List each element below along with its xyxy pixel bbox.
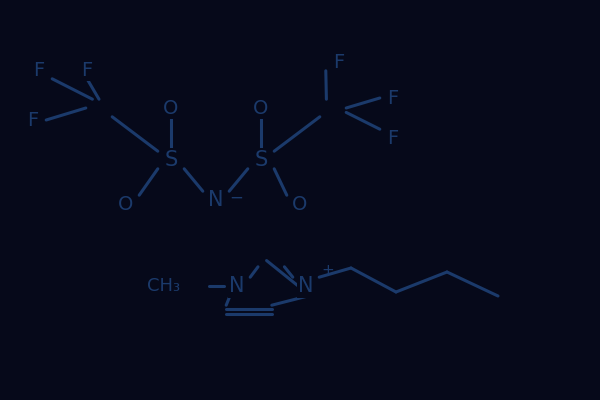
Text: S: S [164,150,178,170]
Text: −: − [229,189,243,207]
Text: N: N [298,276,314,296]
Text: O: O [163,98,179,118]
Text: N: N [208,190,224,210]
Text: O: O [253,98,269,118]
Text: O: O [118,194,134,214]
Text: O: O [292,194,308,214]
Text: m: m [158,276,177,296]
Text: F: F [82,60,92,80]
Text: CH₃: CH₃ [147,277,180,295]
Text: N: N [229,276,245,296]
Text: F: F [28,110,38,130]
Text: F: F [388,88,398,108]
Text: F: F [388,128,398,148]
Text: F: F [34,60,44,80]
Text: +: + [321,263,334,278]
Text: S: S [254,150,268,170]
Text: F: F [334,52,344,72]
